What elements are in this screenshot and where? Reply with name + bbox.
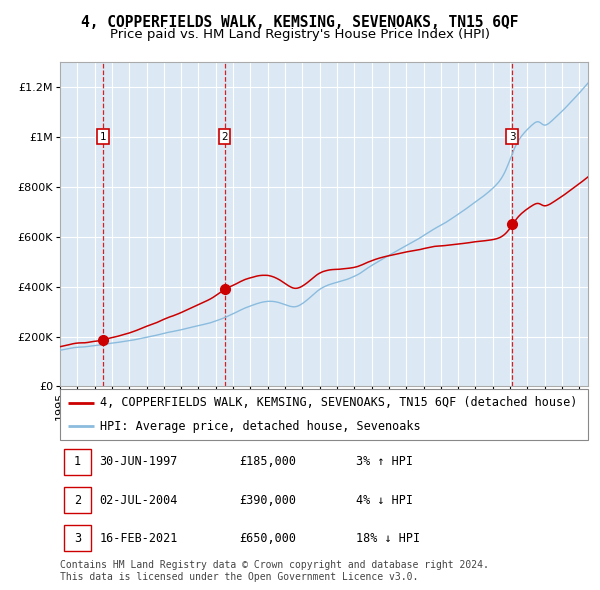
Text: 3: 3 (74, 532, 81, 545)
FancyBboxPatch shape (60, 389, 588, 440)
Text: 1: 1 (100, 132, 107, 142)
FancyBboxPatch shape (64, 525, 91, 552)
Text: Contains HM Land Registry data © Crown copyright and database right 2024.
This d: Contains HM Land Registry data © Crown c… (60, 560, 489, 582)
Text: £185,000: £185,000 (239, 455, 296, 468)
Text: 02-JUL-2004: 02-JUL-2004 (100, 493, 178, 507)
FancyBboxPatch shape (64, 487, 91, 513)
Text: 1: 1 (74, 455, 81, 468)
Text: 3% ↑ HPI: 3% ↑ HPI (356, 455, 413, 468)
Text: 2: 2 (221, 132, 228, 142)
FancyBboxPatch shape (64, 448, 91, 475)
Text: 16-FEB-2021: 16-FEB-2021 (100, 532, 178, 545)
Text: £390,000: £390,000 (239, 493, 296, 507)
Text: 30-JUN-1997: 30-JUN-1997 (100, 455, 178, 468)
Text: 4, COPPERFIELDS WALK, KEMSING, SEVENOAKS, TN15 6QF (detached house): 4, COPPERFIELDS WALK, KEMSING, SEVENOAKS… (100, 396, 577, 409)
Text: 2: 2 (74, 493, 81, 507)
Text: HPI: Average price, detached house, Sevenoaks: HPI: Average price, detached house, Seve… (100, 419, 420, 432)
Text: 4, COPPERFIELDS WALK, KEMSING, SEVENOAKS, TN15 6QF: 4, COPPERFIELDS WALK, KEMSING, SEVENOAKS… (81, 15, 519, 30)
Text: 18% ↓ HPI: 18% ↓ HPI (356, 532, 420, 545)
Text: £650,000: £650,000 (239, 532, 296, 545)
Text: Price paid vs. HM Land Registry's House Price Index (HPI): Price paid vs. HM Land Registry's House … (110, 28, 490, 41)
Text: 4% ↓ HPI: 4% ↓ HPI (356, 493, 413, 507)
Text: 3: 3 (509, 132, 515, 142)
